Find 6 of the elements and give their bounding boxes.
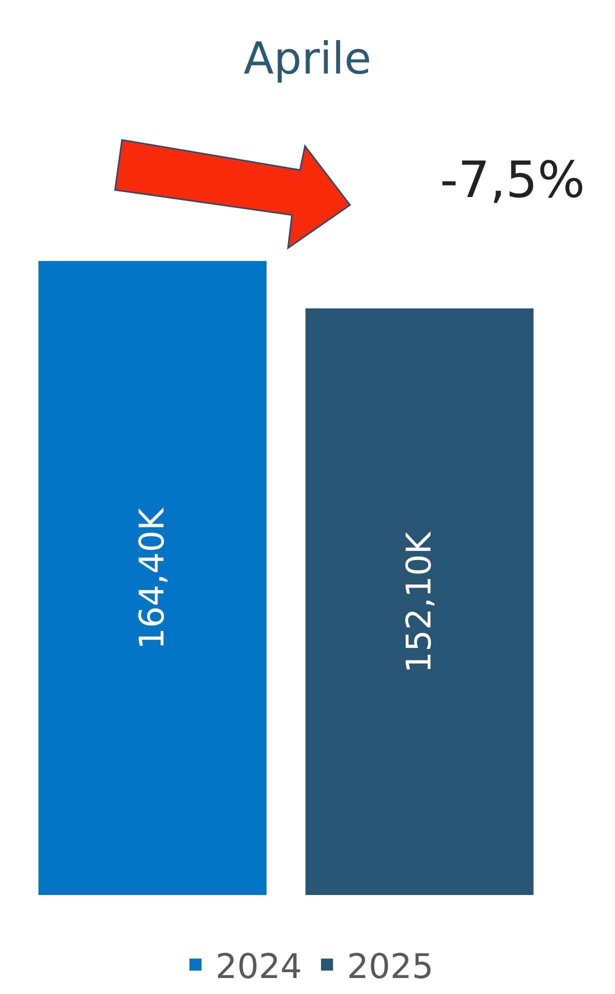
data-label: 152,10K xyxy=(400,530,440,674)
chart-title: Aprile xyxy=(244,34,372,85)
legend-label: 2025 xyxy=(347,946,434,987)
data-label: 164,40K xyxy=(132,506,172,650)
text: -7,5% xyxy=(440,151,586,209)
legend-label: 2024 xyxy=(216,946,302,987)
